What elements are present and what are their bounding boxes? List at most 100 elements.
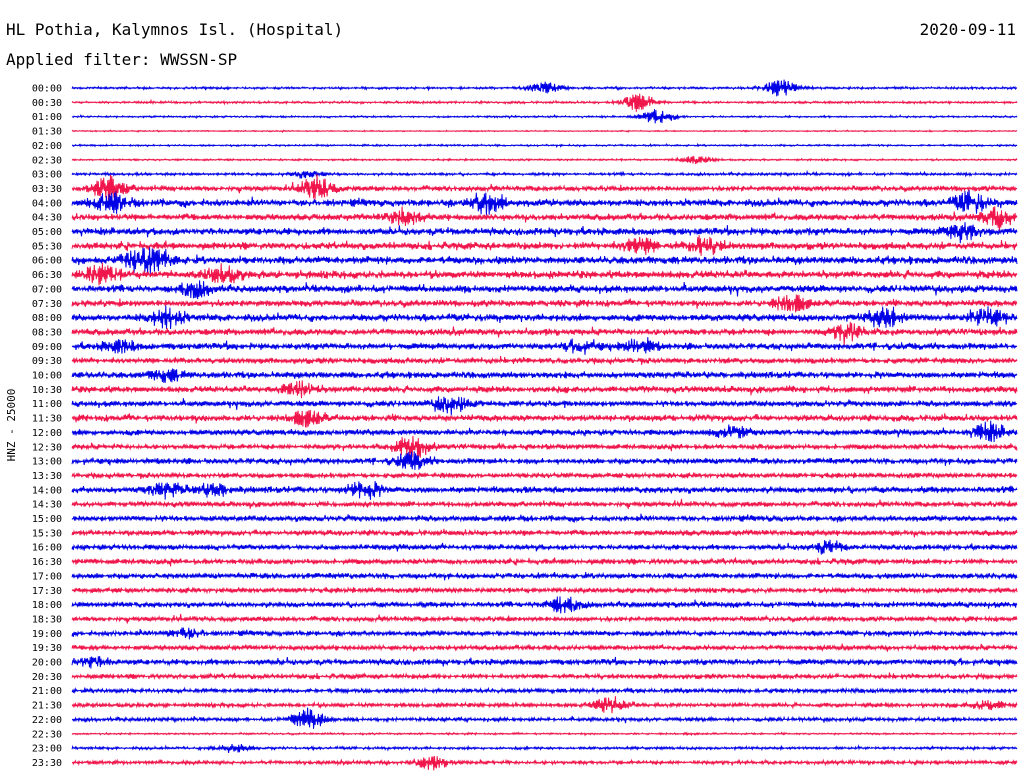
trace-line <box>71 480 1018 500</box>
time-label: 14:00 <box>32 485 62 496</box>
trace-line <box>71 142 1018 149</box>
time-label-group: 00:00 00:30 01:00 01:30 02:00 02:30 03:00 03:30… <box>32 84 62 769</box>
trace-line <box>71 656 1018 669</box>
trace-line <box>71 613 1018 624</box>
time-label: 08:30 <box>32 327 62 338</box>
time-label: 21:00 <box>32 686 62 697</box>
trace-line <box>71 280 1018 300</box>
time-label: 15:00 <box>32 514 62 525</box>
time-label: 02:00 <box>32 141 62 152</box>
trace-line <box>71 643 1018 652</box>
trace-line <box>71 513 1018 523</box>
trace-line <box>71 169 1018 179</box>
time-label: 05:00 <box>32 227 62 238</box>
trace-line <box>71 294 1018 313</box>
time-label: 13:00 <box>32 457 62 468</box>
time-label: 09:00 <box>32 342 62 353</box>
trace-line <box>71 155 1018 165</box>
time-label: 17:00 <box>32 571 62 582</box>
trace-line <box>71 262 1018 286</box>
time-label: 18:30 <box>32 614 62 625</box>
trace-line <box>71 435 1018 459</box>
trace-line <box>71 498 1018 510</box>
time-label: 23:30 <box>32 758 62 769</box>
trace-line <box>71 174 1018 201</box>
time-label: 17:30 <box>32 586 62 597</box>
time-label: 08:00 <box>32 313 62 324</box>
time-label: 02:30 <box>32 155 62 166</box>
trace-line <box>71 206 1018 232</box>
time-label: 06:00 <box>32 256 62 267</box>
time-label: 04:30 <box>32 213 62 224</box>
trace-line <box>71 305 1018 330</box>
time-label: 01:00 <box>32 112 62 123</box>
date-label: 2020-09-11 <box>919 20 1016 39</box>
time-label: 04:00 <box>32 198 62 209</box>
time-label: 19:30 <box>32 643 62 654</box>
trace-line <box>71 321 1018 346</box>
trace-line <box>71 235 1018 256</box>
time-label: 21:30 <box>32 701 62 712</box>
time-label: 03:30 <box>32 184 62 195</box>
trace-line <box>71 189 1018 216</box>
trace-line <box>71 128 1018 134</box>
station-title: HL Pothia, Kalymnos Isl. (Hospital) <box>6 20 344 39</box>
time-label: 20:00 <box>32 658 62 669</box>
time-label: 18:00 <box>32 600 62 611</box>
trace-line <box>71 368 1018 383</box>
time-label: 14:30 <box>32 500 62 511</box>
trace-line <box>71 396 1018 416</box>
trace-line <box>71 557 1018 567</box>
time-label: 10:30 <box>32 385 62 396</box>
filter-label: Applied filter: WWSSN-SP <box>6 50 238 69</box>
time-label: 16:30 <box>32 557 62 568</box>
trace-line <box>71 731 1018 737</box>
time-label: 06:30 <box>32 270 62 281</box>
trace-line <box>71 93 1018 112</box>
time-label: 03:00 <box>32 170 62 181</box>
trace-line <box>71 222 1018 244</box>
trace-line <box>71 672 1018 681</box>
time-label: 05:30 <box>32 241 62 252</box>
time-label: 15:30 <box>32 528 62 539</box>
time-label: 11:30 <box>32 414 62 425</box>
trace-line <box>71 337 1018 355</box>
trace-line <box>71 627 1018 640</box>
trace-group <box>71 79 1018 771</box>
time-label: 23:00 <box>32 744 62 755</box>
trace-line <box>71 586 1018 595</box>
time-label: 00:30 <box>32 98 62 109</box>
trace-line <box>71 756 1018 771</box>
time-label: 12:00 <box>32 428 62 439</box>
trace-line <box>71 707 1018 729</box>
time-label: 10:00 <box>32 371 62 382</box>
trace-line <box>71 571 1018 581</box>
time-label: 09:30 <box>32 356 62 367</box>
time-label: 07:30 <box>32 299 62 310</box>
trace-line <box>71 686 1018 695</box>
trace-line <box>71 409 1018 428</box>
time-label: 22:00 <box>32 715 62 726</box>
trace-line <box>71 79 1018 97</box>
time-label: 11:00 <box>32 399 62 410</box>
trace-line <box>71 451 1018 470</box>
time-label: 13:30 <box>32 471 62 482</box>
trace-line <box>71 109 1018 124</box>
y-axis-label: HNZ - 25000 <box>5 389 18 462</box>
time-label: 12:30 <box>32 442 62 453</box>
time-label: 01:30 <box>32 127 62 138</box>
trace-line <box>71 528 1018 538</box>
time-label: 22:30 <box>32 729 62 740</box>
trace-line <box>71 420 1018 443</box>
trace-line <box>71 743 1018 753</box>
trace-line <box>71 380 1018 399</box>
time-label: 20:30 <box>32 672 62 683</box>
time-label: 16:00 <box>32 543 62 554</box>
time-label: 00:00 <box>32 84 62 95</box>
trace-line <box>71 247 1018 275</box>
trace-line <box>71 596 1018 614</box>
time-label: 19:00 <box>32 629 62 640</box>
trace-line <box>71 471 1018 480</box>
trace-line <box>71 355 1018 365</box>
